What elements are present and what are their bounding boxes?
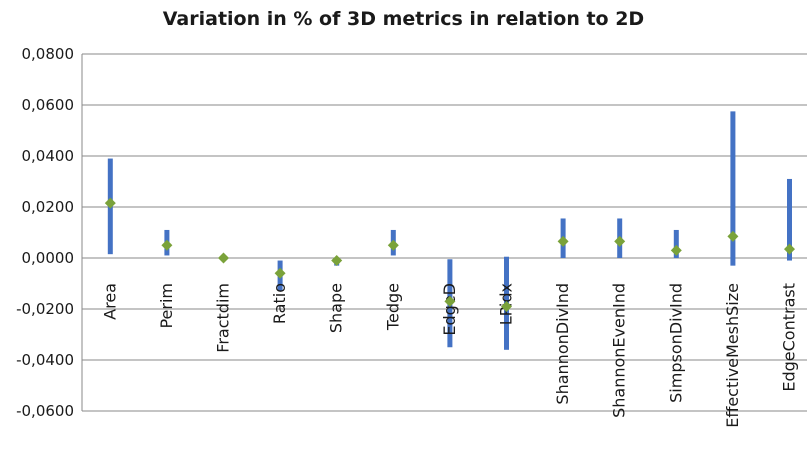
x-tick-label: Tedge — [383, 283, 402, 331]
y-tick-label: 0,0200 — [22, 198, 75, 216]
x-tick-label: EdgeContrast — [780, 283, 799, 392]
chart-title: Variation in % of 3D metrics in relation… — [162, 8, 645, 30]
marker-point — [444, 295, 456, 307]
x-tick-label: EffectiveMeshSize — [723, 283, 742, 428]
y-tick-label: -0,0200 — [16, 300, 74, 318]
y-tick-label: 0,0600 — [22, 96, 75, 114]
marker-point — [218, 252, 229, 264]
x-tick-label: Fractdim — [214, 283, 233, 353]
marker-point — [387, 239, 399, 251]
x-tick-label: Perim — [157, 283, 176, 329]
y-tick-label: -0,0400 — [16, 351, 74, 369]
marker-point — [161, 239, 173, 251]
x-tick-label: Ratio — [270, 283, 289, 324]
marker-point — [331, 255, 343, 267]
y-tick-label: -0,0600 — [16, 402, 74, 420]
marker-point — [501, 300, 512, 312]
x-tick-label: Shape — [327, 283, 346, 333]
range-bar — [787, 178, 792, 261]
y-tick-label: 0,0400 — [22, 147, 75, 165]
marker-point — [557, 235, 569, 247]
marker-point — [274, 267, 286, 279]
x-tick-label: SimpsonDivInd — [666, 283, 685, 403]
x-tick-label: ShannonDivInd — [553, 283, 572, 405]
y-tick-label: 0,0800 — [22, 45, 75, 63]
x-tick-label: Area — [100, 283, 119, 320]
marker-point — [104, 197, 116, 209]
marker-point — [670, 244, 682, 256]
marker-point — [727, 230, 739, 242]
x-tick-label: ShannonEvenInd — [610, 283, 629, 418]
range-bar — [673, 229, 679, 258]
marker-point — [614, 235, 626, 247]
x-tick-label: EdgeD — [440, 283, 459, 336]
marker-point — [784, 243, 795, 255]
range-bar — [730, 111, 736, 266]
y-tick-label: 0,0000 — [22, 249, 75, 267]
